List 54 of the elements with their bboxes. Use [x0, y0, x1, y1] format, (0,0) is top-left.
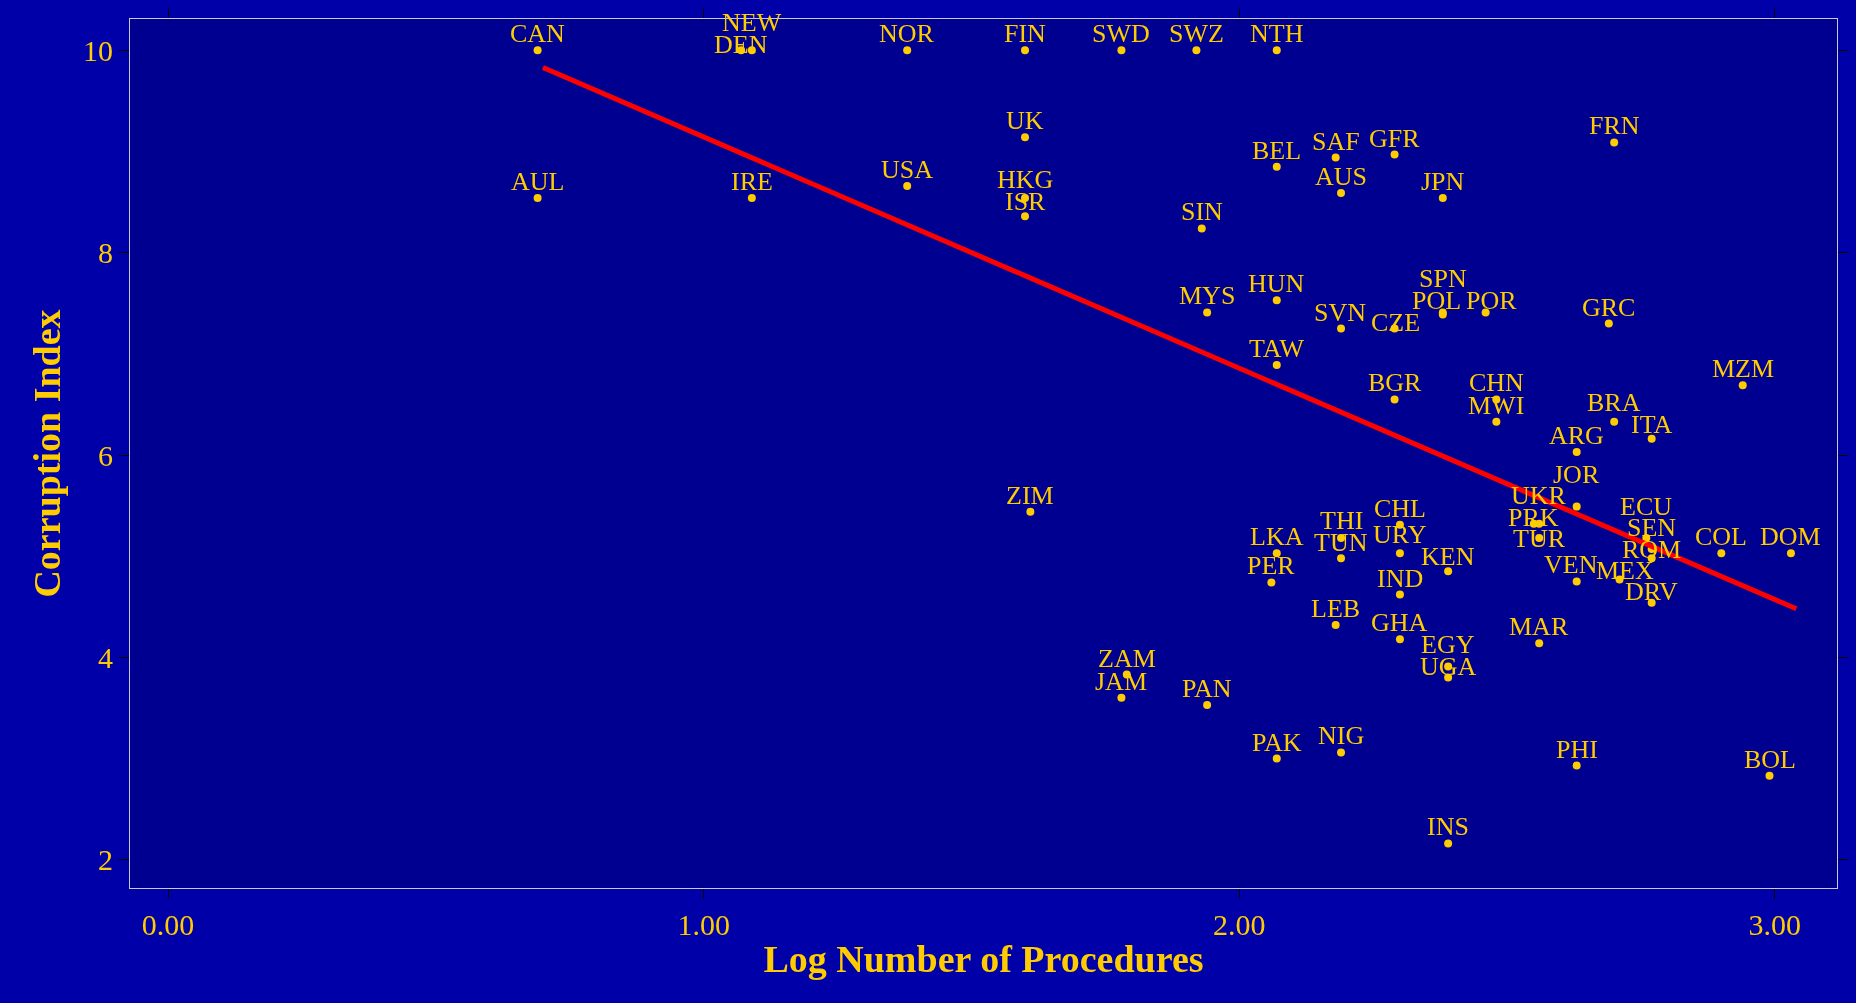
data-label: PHI — [1556, 735, 1598, 764]
data-label: PAN — [1182, 674, 1232, 703]
data-label: BOL — [1744, 745, 1796, 774]
data-label: LEB — [1311, 594, 1361, 623]
data-label: PAK — [1252, 728, 1302, 757]
data-label: NTH — [1250, 19, 1304, 48]
data-label: DOM — [1760, 522, 1821, 551]
data-label: PER — [1247, 551, 1296, 580]
y-tick-label: 2 — [98, 843, 113, 877]
data-label: USA — [881, 155, 934, 184]
y-tick-label: 10 — [83, 33, 113, 67]
data-label: SIN — [1181, 197, 1224, 226]
data-label: CHL — [1374, 494, 1426, 523]
data-label: BEL — [1252, 136, 1302, 165]
y-tick-label: 4 — [98, 640, 113, 674]
data-label: UK — [1006, 106, 1044, 135]
data-label: ZAM — [1098, 644, 1156, 673]
data-label: ARG — [1549, 421, 1604, 450]
data-label: GRC — [1582, 293, 1636, 322]
y-tick-label: 8 — [98, 236, 113, 270]
data-label: NIG — [1318, 721, 1365, 750]
data-label: CHN — [1469, 368, 1525, 397]
x-tick-label: 2.00 — [1213, 908, 1266, 941]
x-axis-title: Log Number of Procedures — [763, 938, 1204, 981]
data-label: ZIM — [1006, 481, 1054, 510]
data-label: TAW — [1249, 334, 1305, 363]
data-label: INS — [1427, 812, 1469, 841]
data-label: FRN — [1589, 111, 1640, 140]
data-label: AUS — [1315, 162, 1368, 191]
y-tick-label: 6 — [98, 438, 113, 472]
data-label: CAN — [510, 19, 566, 48]
data-label: LKA — [1250, 522, 1304, 551]
data-label: FIN — [1004, 19, 1047, 48]
data-label: MYS — [1179, 281, 1236, 310]
data-label: IND — [1377, 564, 1424, 593]
data-label: MZM — [1712, 354, 1775, 383]
x-tick-label: 0.00 — [141, 908, 195, 941]
data-label: GFR — [1369, 124, 1421, 153]
data-label: SWD — [1092, 19, 1150, 48]
x-tick-label: 3.00 — [1748, 908, 1802, 941]
data-label: AUL — [511, 167, 565, 196]
data-label: SVN — [1314, 298, 1367, 327]
data-label: HUN — [1248, 269, 1305, 298]
x-tick-label: 1.00 — [677, 908, 730, 941]
data-label: SWZ — [1169, 19, 1224, 48]
y-axis-title: Corruption Index — [26, 309, 69, 598]
data-label: COL — [1695, 522, 1747, 551]
data-label: BGR — [1368, 368, 1423, 397]
data-label: JPN — [1421, 167, 1465, 196]
data-label: IRE — [731, 167, 773, 196]
data-label: POR — [1466, 286, 1518, 315]
data-label: SAF — [1312, 127, 1360, 156]
data-label: NOR — [879, 19, 935, 48]
data-label: MAR — [1509, 612, 1569, 641]
